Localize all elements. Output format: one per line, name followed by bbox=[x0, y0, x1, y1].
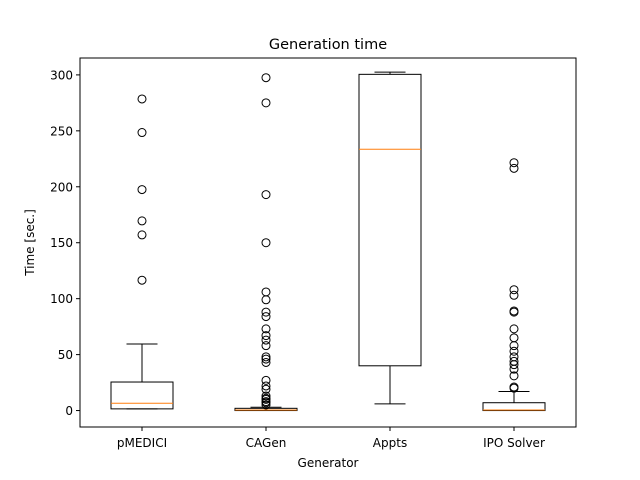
y-tick-label: 250 bbox=[50, 124, 73, 138]
outlier-point bbox=[137, 275, 147, 285]
y-tick-label: 50 bbox=[58, 348, 73, 362]
outlier-point bbox=[509, 333, 519, 343]
y-tick-label: 150 bbox=[50, 236, 73, 250]
box-iqr bbox=[482, 402, 546, 412]
outlier-point bbox=[509, 306, 519, 316]
outlier-point bbox=[261, 324, 271, 334]
x-tick-label: pMEDICI bbox=[117, 436, 167, 450]
outlier-point bbox=[509, 290, 519, 300]
outlier-point bbox=[261, 98, 271, 108]
x-tick-label: Appts bbox=[373, 436, 407, 450]
outlier-point bbox=[509, 158, 519, 168]
box-iqr bbox=[358, 73, 422, 367]
chart-title: Generation time bbox=[269, 37, 387, 53]
outlier-point bbox=[261, 341, 271, 351]
x-tick-label: CAGen bbox=[246, 436, 287, 450]
box-group bbox=[358, 71, 422, 405]
outlier-point bbox=[137, 128, 147, 138]
plot-marks bbox=[110, 71, 546, 412]
outlier-point bbox=[261, 397, 271, 407]
outlier-point bbox=[137, 185, 147, 195]
outlier-point bbox=[509, 382, 519, 392]
y-tick-label: 300 bbox=[50, 68, 73, 82]
outlier-point bbox=[261, 384, 271, 394]
box-iqr bbox=[110, 381, 174, 410]
outlier-point bbox=[261, 400, 271, 410]
outlier-point bbox=[261, 73, 271, 83]
y-axis: 0 50 100 150 200 250 300 bbox=[50, 68, 80, 418]
outlier-point bbox=[261, 335, 271, 345]
outlier-point bbox=[261, 287, 271, 297]
outlier-point bbox=[261, 393, 271, 403]
outlier-point bbox=[261, 331, 271, 341]
x-tick-label: IPO Solver bbox=[483, 436, 545, 450]
outlier-point bbox=[261, 307, 271, 317]
outlier-point bbox=[509, 352, 519, 362]
y-tick-label: 100 bbox=[50, 292, 73, 306]
outlier-point bbox=[261, 381, 271, 391]
outlier-point bbox=[509, 324, 519, 334]
outlier-point bbox=[509, 346, 519, 356]
outlier-point bbox=[509, 356, 519, 366]
outlier-point bbox=[509, 163, 519, 173]
outlier-point bbox=[509, 285, 519, 295]
outlier-point bbox=[261, 312, 271, 322]
x-axis: pMEDICI CAGen Appts IPO Solver bbox=[117, 427, 545, 450]
box-group bbox=[482, 158, 546, 412]
y-tick-label: 200 bbox=[50, 180, 73, 194]
outlier-point bbox=[509, 371, 519, 381]
outlier-point bbox=[261, 391, 271, 401]
outlier-point bbox=[137, 216, 147, 226]
outlier-point bbox=[261, 190, 271, 200]
y-axis-label: Time [sec.] bbox=[23, 209, 37, 277]
outlier-point bbox=[137, 94, 147, 104]
box-iqr bbox=[234, 407, 298, 412]
outlier-point bbox=[261, 238, 271, 248]
y-tick-label: 0 bbox=[65, 404, 73, 418]
outlier-point bbox=[261, 375, 271, 385]
box-group bbox=[234, 73, 298, 412]
outlier-point bbox=[261, 354, 271, 364]
outlier-point bbox=[261, 357, 271, 367]
outlier-point bbox=[261, 352, 271, 362]
outlier-point bbox=[137, 230, 147, 240]
x-axis-label: Generator bbox=[298, 456, 359, 470]
box-group bbox=[110, 94, 174, 410]
